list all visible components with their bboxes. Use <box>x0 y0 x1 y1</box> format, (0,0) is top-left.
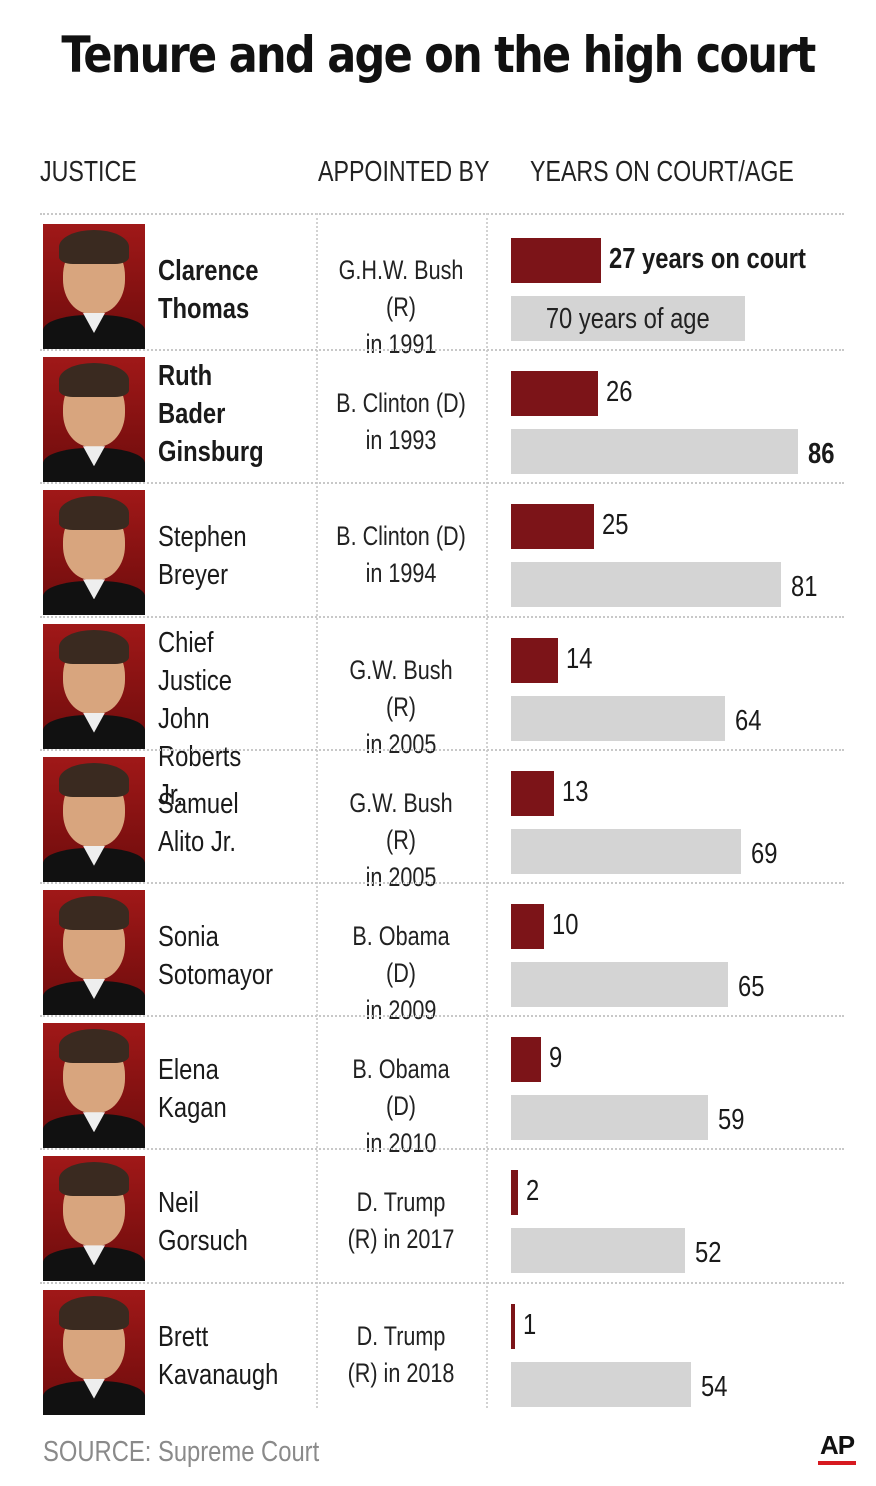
column-header-years-age: YEARS ON COURT/AGE <box>530 156 794 188</box>
years-on-court-bar <box>511 371 598 417</box>
row-divider <box>40 1148 844 1151</box>
row-divider <box>40 882 844 884</box>
ap-logo: AP <box>820 1430 855 1460</box>
age-label: 69 <box>751 837 778 870</box>
row-divider <box>40 748 844 751</box>
justice-portrait <box>43 1289 145 1415</box>
source-note: SOURCE: Supreme Court <box>43 1436 320 1468</box>
table-row: Chief Justice John Roberts Jr. G.W. Bush … <box>0 616 876 811</box>
row-divider <box>40 615 844 618</box>
justice-name: Samuel Alito Jr. <box>158 787 239 858</box>
appointed-by: G.H.W. Bush (R) in 1991 <box>338 255 464 359</box>
age-bar <box>511 828 742 874</box>
years-on-court-bar <box>511 238 602 283</box>
age-bar <box>511 562 782 608</box>
table-row: Sonia Sotomayor B. Obama (D) in 2009 10 65 <box>0 882 876 1025</box>
table-row: Samuel Alito Jr. G.W. Bush (R) in 2005 13 6… <box>0 749 876 892</box>
justice-portrait <box>43 357 145 483</box>
years-on-court-label: 25 <box>602 509 629 542</box>
row-divider <box>40 1281 844 1284</box>
years-on-court-label: 26 <box>605 376 633 409</box>
appointed-by: B. Obama (D) in 2009 <box>352 921 450 1025</box>
column-divider <box>316 213 318 1408</box>
age-bar <box>511 1361 692 1407</box>
appointed-by: G.W. Bush (R) in 2005 <box>349 787 453 892</box>
justice-portrait <box>43 224 145 349</box>
age-label: 65 <box>737 971 765 1003</box>
justice-name: Sonia Sotomayor <box>158 921 273 991</box>
years-on-court-bar <box>511 1037 542 1083</box>
justice-portrait <box>43 490 145 616</box>
years-on-court-label: 2 <box>525 1175 539 1208</box>
age-bar <box>511 695 725 741</box>
appointed-by: G.W. Bush (R) in 2005 <box>349 654 453 759</box>
age-label: 59 <box>717 1104 745 1137</box>
years-on-court-label: 14 <box>565 642 593 675</box>
years-on-court-bar <box>511 904 545 949</box>
justice-portrait <box>43 1023 145 1149</box>
justice-name: Brett Kavanaugh <box>158 1320 279 1391</box>
justice-name: Chief Justice John Roberts Jr. <box>158 626 242 811</box>
row-divider <box>40 482 844 485</box>
appointed-by: B. Clinton (D) in 1994 <box>336 521 466 589</box>
justice-name: Neil Gorsuch <box>158 1187 248 1258</box>
years-on-court-bar <box>511 1303 515 1349</box>
years-on-court-label: 13 <box>562 775 589 808</box>
ap-logo-underline <box>818 1461 856 1465</box>
justice-name: Ruth Bader Ginsburg <box>158 360 264 469</box>
years-on-court-bar <box>511 770 555 816</box>
column-header-justice: JUSTICE <box>40 156 137 188</box>
years-on-court-label: 27 years on court <box>609 243 807 275</box>
age-label: 54 <box>701 1370 728 1403</box>
justice-name: Stephen Breyer <box>158 521 247 592</box>
justice-portrait <box>43 890 145 1015</box>
years-on-court-bar <box>511 637 558 683</box>
column-divider <box>486 213 488 1408</box>
justice-portrait <box>43 623 145 749</box>
column-header-appointed-by: APPOINTED BY <box>318 156 490 188</box>
age-label: 64 <box>734 704 762 737</box>
justice-name: Clarence Thomas <box>158 255 259 325</box>
age-bar <box>511 1095 708 1141</box>
age-label: 81 <box>791 571 818 604</box>
row-divider <box>40 349 844 352</box>
row-divider <box>40 1015 844 1018</box>
table-row: Stephen Breyer B. Clinton (D) in 1994 25 81 <box>0 482 876 616</box>
table-row: Elena Kagan B. Obama (D) in 2010 9 59 <box>0 1015 876 1158</box>
years-on-court-label: 1 <box>523 1308 537 1341</box>
justice-portrait <box>43 756 145 882</box>
appointed-by: D. Trump (R) in 2018 <box>347 1320 455 1388</box>
table-row: Brett Kavanaugh D. Trump (R) in 2018 1 54 <box>0 1282 876 1415</box>
years-on-court-label: 10 <box>552 909 579 941</box>
age-bar <box>511 1228 685 1274</box>
table-row: Neil Gorsuch D. Trump (R) in 2017 2 52 <box>0 1148 876 1282</box>
table-row: Clarence Thomas G.H.W. Bush (R) in 1991 27… <box>0 216 876 359</box>
justice-portrait <box>43 1156 145 1282</box>
years-on-court-bar <box>511 504 595 550</box>
years-on-court-label: 9 <box>549 1042 563 1075</box>
appointed-by: B. Clinton (D) in 1993 <box>336 388 466 456</box>
years-on-court-bar <box>511 1170 518 1216</box>
age-label: 86 <box>808 438 835 471</box>
justice-name: Elena Kagan <box>158 1054 227 1125</box>
table-row: Ruth Bader Ginsburg B. Clinton (D) in 199… <box>0 349 876 483</box>
age-bar <box>511 962 728 1007</box>
age-bar <box>511 296 745 341</box>
age-label: 70 years of age <box>545 303 710 335</box>
age-bar <box>511 429 798 475</box>
age-label: 52 <box>694 1237 721 1270</box>
header-divider <box>40 213 844 215</box>
appointed-by: D. Trump (R) in 2017 <box>347 1187 455 1255</box>
page-title: Tenure and age on the high court <box>61 26 816 84</box>
appointed-by: B. Obama (D) in 2010 <box>352 1054 450 1159</box>
